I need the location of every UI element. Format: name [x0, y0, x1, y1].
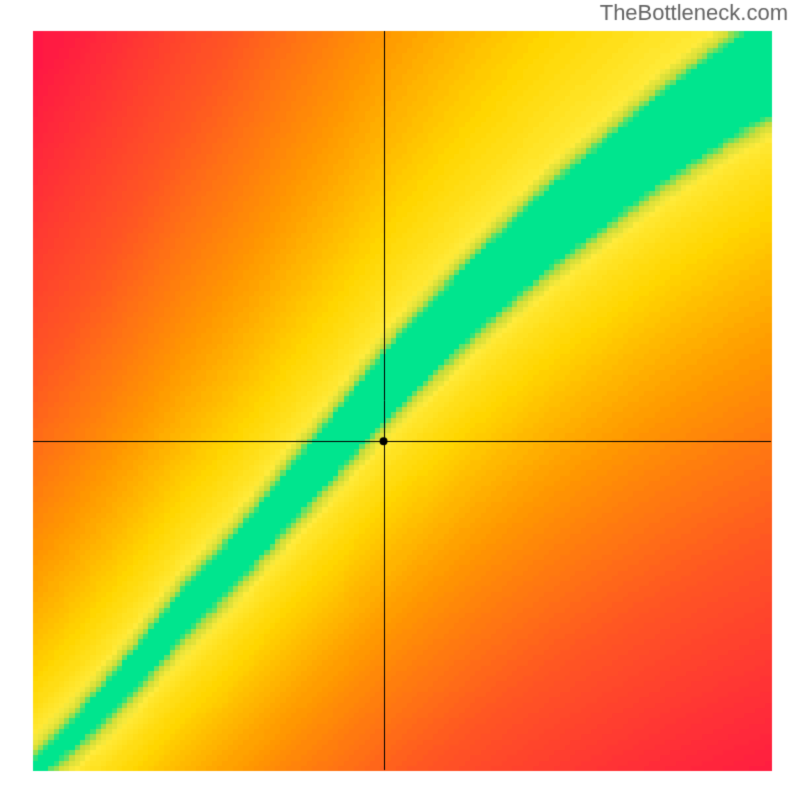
bottleneck-heatmap [0, 0, 800, 800]
chart-container [0, 0, 800, 800]
